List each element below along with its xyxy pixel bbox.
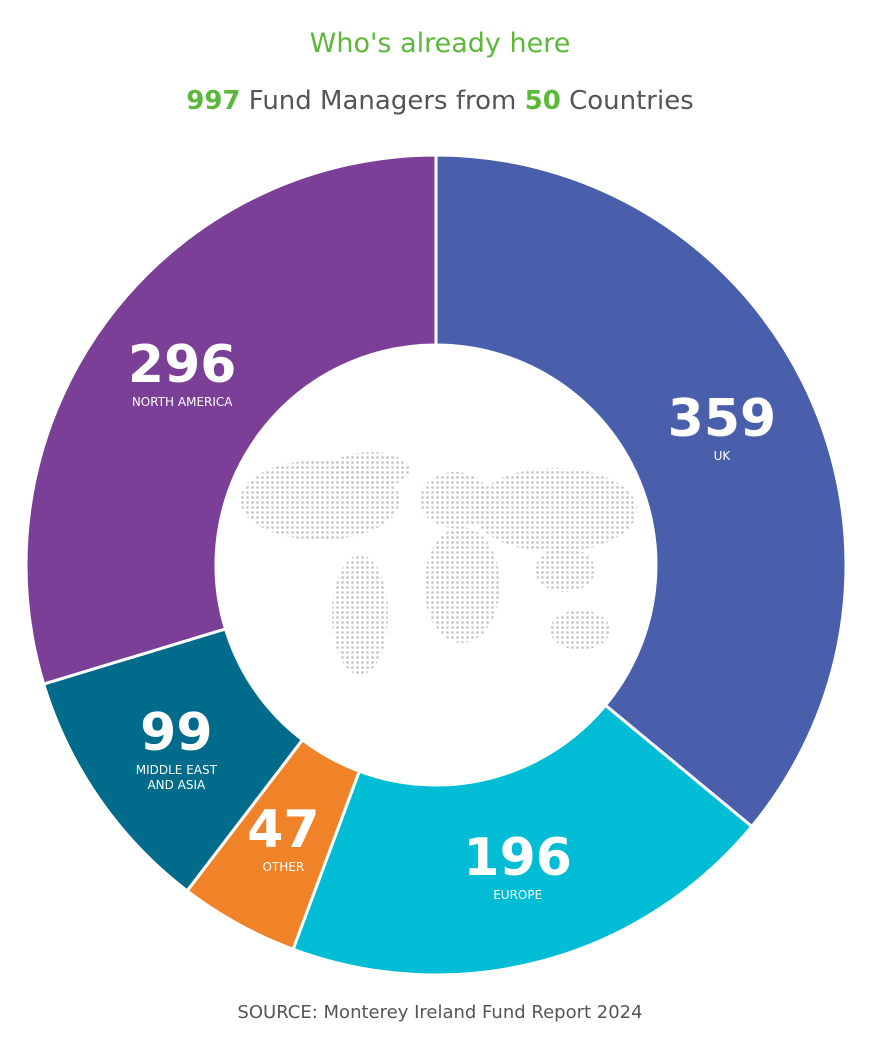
subtitle-text: Countries [569,86,694,116]
value-label: 196 [463,828,572,889]
value-label: 47 [247,799,320,860]
total-count: 997 [186,86,241,116]
segment-label: 196 EUROPE [448,830,588,903]
source-note: SOURCE: Monterey Ireland Fund Report 202… [237,1002,643,1023]
chart-title: Who's already here [309,28,571,59]
map-shape [535,548,595,592]
value-label: 99 [140,703,213,764]
map-shape [473,468,637,552]
category-label: UK [713,448,731,463]
category-label: NORTH AMERICA [131,394,233,409]
map-shape [420,472,490,528]
segment-label: 359 UK [652,391,792,464]
donut-segment [24,153,438,686]
segment-label: 99 MIDDLE EAST AND ASIA [106,705,246,793]
donut-segment [434,153,848,829]
donut-segment [291,703,754,977]
category-label: MIDDLE EAST AND ASIA [135,763,217,793]
map-shape [332,555,388,675]
category-label: EUROPE [493,888,543,903]
map-shape [424,527,500,643]
map-shape [550,610,610,650]
segment-label: 47 OTHER [213,802,353,875]
category-label: OTHER [262,859,305,874]
value-label: 359 [667,388,777,449]
world-map [240,452,637,675]
segment-label: 296 NORTH AMERICA [112,337,252,410]
chart-subtitle: 997 Fund Managers from 50 Countries [0,86,880,116]
country-count: 50 [524,86,561,116]
value-label: 296 [127,334,237,395]
subtitle-text: Fund Managers from [248,86,517,116]
map-shape [330,452,410,488]
